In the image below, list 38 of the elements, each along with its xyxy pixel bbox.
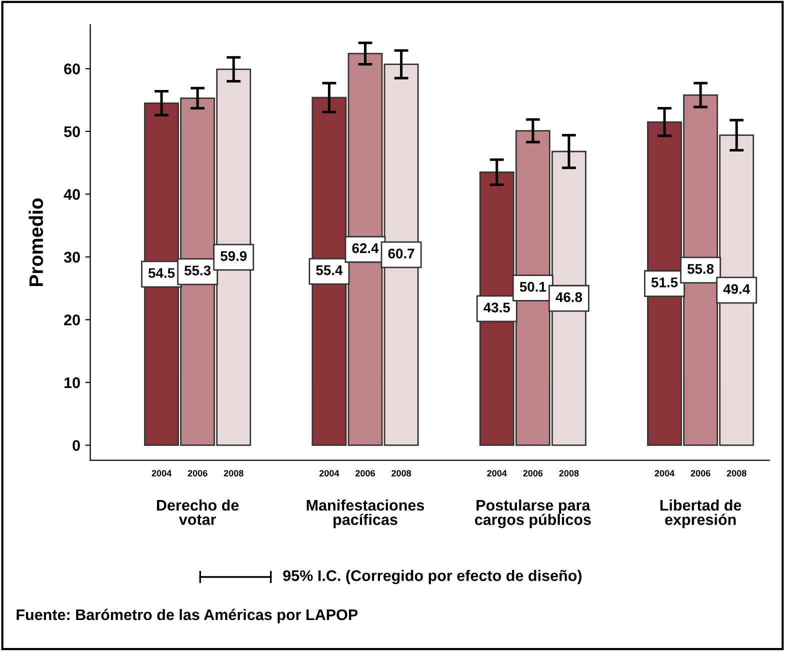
data-label: 55.3 [184, 266, 211, 276]
y-tick-label: 20 [64, 314, 80, 326]
data-label: 55.8 [687, 264, 714, 274]
text: 2006 [188, 470, 208, 476]
text: 2008 [392, 470, 412, 476]
text: 2006 [523, 470, 543, 476]
text: 2004 [319, 470, 340, 476]
data-label: 46.8 [556, 292, 582, 302]
text: 2004 [152, 470, 172, 476]
data-label: 54.5 [148, 268, 175, 278]
text: 2006 [690, 470, 710, 476]
text: 95% I.C. (Corregido por efecto de diseño) [283, 570, 582, 584]
y-tick-label: 60 [64, 64, 80, 74]
x-tick-label: Derecho de votar [157, 499, 239, 525]
data-label: 43.5 [484, 302, 510, 312]
y-tick-label: 40 [64, 189, 80, 200]
text: 2004 [487, 470, 507, 476]
text: 2006 [356, 470, 375, 476]
data-label: 49.4 [723, 284, 750, 294]
y-tick-label: 50 [64, 126, 80, 138]
data-label: 55.4 [316, 265, 343, 276]
data-label: 51.5 [651, 278, 678, 288]
x-tick-label: Postularse para cargos públicos [474, 499, 591, 528]
y-axis-title: Promedio [28, 198, 44, 286]
y-tick-label: 10 [64, 377, 80, 388]
data-label: 50.1 [520, 282, 546, 292]
data-label: 59.9 [220, 251, 247, 261]
text: 2008 [224, 470, 244, 476]
data-label: 62.4 [352, 243, 379, 254]
text: 2008 [726, 470, 746, 476]
text: 2004 [654, 470, 675, 476]
text: 2008 [559, 470, 579, 476]
y-tick-label: 0 [72, 440, 80, 451]
x-tick-label: Manifestaciones pacíficas [306, 499, 424, 528]
data-label: 60.7 [388, 248, 414, 258]
source-note: Fuente: Barómetro de las Américas por LAPOP [16, 608, 358, 624]
y-tick-label: 30 [64, 252, 80, 263]
x-tick-label: Libertad de expresión [660, 499, 742, 528]
